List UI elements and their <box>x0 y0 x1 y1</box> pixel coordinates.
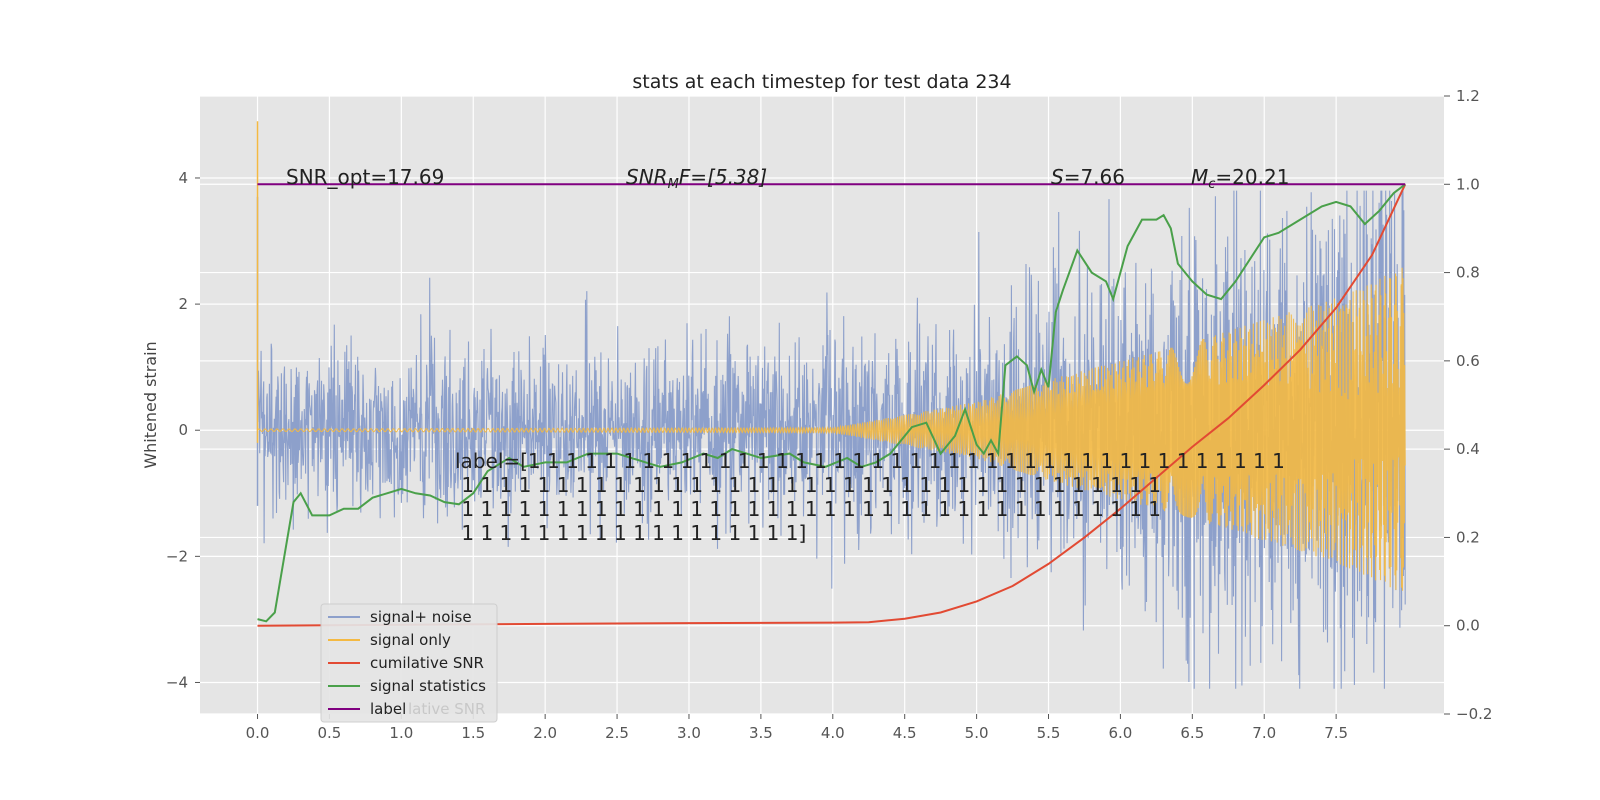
y-tick-label: 0 <box>178 421 188 439</box>
x-tick-label: 4.0 <box>821 724 845 742</box>
y2-tick-label: 1.2 <box>1456 87 1480 105</box>
x-tick-label: 7.5 <box>1324 724 1348 742</box>
legend-overlap-text: lative SNR <box>408 700 485 718</box>
snr-mf-text: SNR <box>626 165 668 189</box>
legend-label-label: label <box>370 700 406 718</box>
label-line-4: 1 1 1 1 1 1 1 1 1 1 1 1 1 1 1 1 1 1] <box>455 521 806 545</box>
x-tick-label: 1.0 <box>389 724 413 742</box>
x-tick-label: 7.0 <box>1252 724 1276 742</box>
legend-label-signal-only: signal only <box>370 631 451 649</box>
annotation-snr-opt: SNR_opt=17.69 <box>286 165 444 189</box>
signal-only-line <box>256 121 1406 591</box>
mc-subscript: c <box>1208 177 1215 192</box>
x-tick-label: 6.5 <box>1180 724 1204 742</box>
snr-mf-rest: F=[5.38] <box>679 165 767 189</box>
y2-axis-ticks: −0.2 0.0 0.2 0.4 0.6 0.8 1.0 1.2 <box>1444 87 1492 723</box>
x-tick-label: 6.0 <box>1108 724 1132 742</box>
y2-tick-label: 0.6 <box>1456 352 1480 370</box>
y-axis-label: Whitened strain <box>141 341 160 468</box>
label-annotation: label=[1 1 1 1 1 1 1 1 1 1 1 1 1 1 1 1 1… <box>455 449 1285 545</box>
series-lines <box>257 183 1407 627</box>
signal-statistics-line <box>257 183 1406 623</box>
y2-tick-label: 0.2 <box>1456 528 1480 546</box>
y2-tick-label: 0.8 <box>1456 264 1480 282</box>
y-axis-ticks: −4 −2 0 2 4 <box>166 169 200 691</box>
legend-label-cumulative-snr: cumilative SNR <box>370 654 484 672</box>
y-tick-label: 2 <box>178 295 188 313</box>
x-tick-label: 3.0 <box>677 724 701 742</box>
cumulative-snr-line <box>257 183 1407 627</box>
x-tick-label: 5.5 <box>1037 724 1061 742</box>
x-tick-label: 3.5 <box>749 724 773 742</box>
mc-number: =20.21 <box>1215 165 1289 189</box>
y2-tick-label: 0.4 <box>1456 440 1480 458</box>
s-number: =7.66 <box>1064 165 1125 189</box>
x-tick-label: 0.0 <box>246 724 270 742</box>
legend-label-signal-statistics: signal statistics <box>370 677 486 695</box>
x-tick-label: 0.5 <box>318 724 342 742</box>
y2-tick-label: 1.0 <box>1456 175 1480 193</box>
y2-tick-label: 0.0 <box>1456 617 1480 635</box>
signal-only-path <box>257 267 1406 591</box>
x-tick-label: 1.5 <box>461 724 485 742</box>
annotation-s-value: S=7.66 <box>1051 165 1125 189</box>
legend-label-signal-noise: signal+ noise <box>370 608 472 626</box>
y-tick-label: 4 <box>178 169 188 187</box>
y-tick-label: −2 <box>166 547 188 565</box>
x-tick-label: 5.0 <box>965 724 989 742</box>
s-symbol: S <box>1051 165 1064 189</box>
legend-box <box>320 603 498 723</box>
mc-symbol: M <box>1191 165 1208 189</box>
legend: lative SNR signal+ noise signal only cum… <box>320 603 498 723</box>
chart-title: stats at each timestep for test data 234 <box>632 71 1011 93</box>
x-axis-ticks: 0.0 0.5 1.0 1.5 2.0 2.5 3.0 3.5 4.0 4.5 5.0 5.5 6.0 6… <box>246 714 1348 742</box>
label-line-3: 1 1 1 1 1 1 1 1 1 1 1 1 1 1 1 1 1 1 1 1 … <box>455 497 1161 521</box>
annotation-mc-value: Mc=20.21 <box>1191 165 1289 192</box>
annotation-snr-mf: SNRMF=[5.38] <box>626 165 767 192</box>
snr-mf-subscript: M <box>668 177 679 192</box>
x-tick-label: 2.5 <box>605 724 629 742</box>
label-line-2: 1 1 1 1 1 1 1 1 1 1 1 1 1 1 1 1 1 1 1 1 … <box>455 473 1161 497</box>
y-tick-label: −4 <box>166 673 188 691</box>
x-tick-label: 2.0 <box>533 724 557 742</box>
y2-tick-label: −0.2 <box>1456 705 1492 723</box>
label-line-1: label=[1 1 1 1 1 1 1 1 1 1 1 1 1 1 1 1 1… <box>455 449 1285 473</box>
x-tick-label: 4.5 <box>893 724 917 742</box>
